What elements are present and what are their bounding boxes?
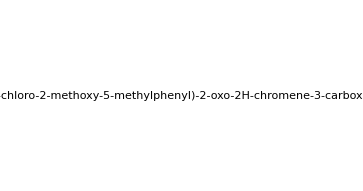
Text: N-(4-chloro-2-methoxy-5-methylphenyl)-2-oxo-2H-chromene-3-carboxamide: N-(4-chloro-2-methoxy-5-methylphenyl)-2-… (0, 91, 363, 101)
